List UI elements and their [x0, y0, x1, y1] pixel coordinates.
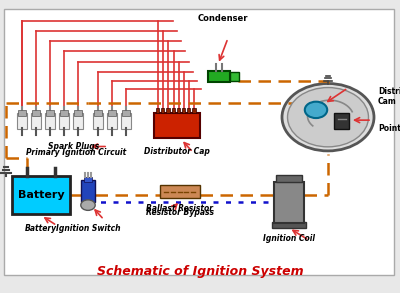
Bar: [172, 108, 175, 113]
Bar: [208, 71, 230, 82]
Text: Ballast Resistor: Ballast Resistor: [146, 204, 214, 213]
Bar: [108, 110, 116, 116]
Bar: [161, 108, 164, 113]
Text: Condenser: Condenser: [198, 14, 248, 23]
Text: Ignition Switch: Ignition Switch: [56, 224, 120, 233]
Text: Primary Ignition Circuit: Primary Ignition Circuit: [26, 148, 126, 157]
Circle shape: [305, 102, 327, 118]
Bar: [192, 108, 196, 113]
Bar: [17, 113, 27, 129]
Bar: [121, 113, 131, 129]
Bar: [84, 177, 92, 182]
Text: Battery: Battery: [18, 190, 64, 200]
Circle shape: [282, 84, 374, 151]
Bar: [160, 185, 200, 198]
Bar: [187, 108, 190, 113]
Bar: [59, 113, 69, 129]
Bar: [334, 113, 349, 129]
Bar: [81, 180, 95, 202]
Bar: [46, 110, 54, 116]
Text: Resistor Bypass: Resistor Bypass: [146, 208, 214, 217]
Bar: [166, 108, 170, 113]
Bar: [122, 110, 130, 116]
Bar: [272, 222, 306, 228]
Bar: [60, 110, 68, 116]
Text: Distributor Cap: Distributor Cap: [144, 146, 210, 156]
Bar: [18, 110, 26, 116]
Bar: [73, 113, 83, 129]
Bar: [32, 110, 40, 116]
Bar: [31, 113, 41, 129]
Bar: [230, 72, 239, 81]
Bar: [93, 113, 103, 129]
Text: Distributor
Cam: Distributor Cam: [378, 87, 400, 106]
Text: Spark Plugs: Spark Plugs: [48, 142, 100, 151]
Bar: [276, 175, 302, 182]
Text: Schematic of Ignition System: Schematic of Ignition System: [97, 265, 303, 277]
Bar: [12, 176, 70, 214]
Bar: [45, 113, 55, 129]
Text: Battery: Battery: [25, 224, 57, 233]
Circle shape: [81, 200, 95, 210]
Bar: [177, 108, 180, 113]
Bar: [154, 113, 200, 138]
Text: Ignition Coil: Ignition Coil: [263, 234, 315, 243]
Bar: [182, 108, 185, 113]
Bar: [94, 110, 102, 116]
Bar: [156, 108, 159, 113]
Bar: [107, 113, 117, 129]
Bar: [74, 110, 82, 116]
Text: Points: Points: [378, 125, 400, 133]
Bar: [274, 182, 304, 223]
Circle shape: [288, 88, 368, 147]
